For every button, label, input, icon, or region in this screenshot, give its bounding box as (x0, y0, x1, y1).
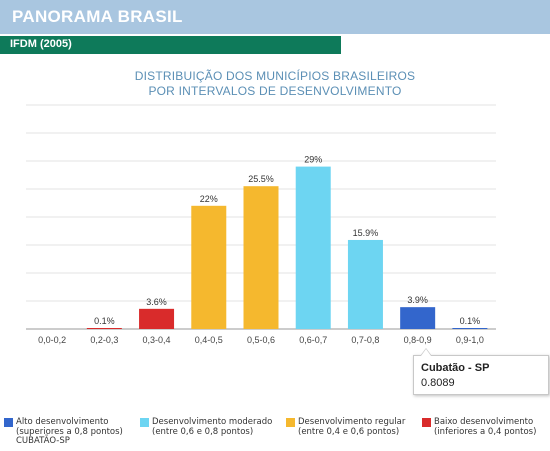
data-label: 3.9% (407, 295, 428, 305)
legend-label-regular: Desenvolvimento regular (298, 417, 406, 427)
tooltip: Cubatão - SP 0.8089 (413, 348, 549, 395)
legend-range-regular: (entre 0,4 e 0,6 pontos) (298, 427, 400, 437)
tooltip-pointer (420, 348, 432, 356)
tooltip-title: Cubatão - SP (421, 362, 490, 374)
x-tick-label: 0,7-0,8 (351, 335, 379, 345)
x-tick-label: 0,9-1,0 (456, 335, 484, 345)
legend-range-moderate: (entre 0,6 e 0,8 pontos) (152, 427, 254, 437)
legend-swatch-regular (286, 418, 295, 427)
data-label: 29% (304, 155, 322, 165)
x-tick-label: 0,8-0,9 (404, 335, 432, 345)
legend-swatch-low (422, 418, 431, 427)
bar-chart: 0,0-0,2 0.1% 0,2-0,3 3.6% 0,3-0,4 22% 0,4-0,5 2… (26, 104, 496, 345)
indicator-label: IFDM (2005) (10, 38, 72, 50)
legend-swatch-high (4, 418, 13, 427)
tooltip-value: 0.8089 (421, 377, 455, 389)
x-tick-label: 0,3-0,4 (143, 335, 171, 345)
bar-0,4-0,5[interactable] (191, 205, 227, 329)
x-tick-label: 0,2-0,3 (90, 335, 118, 345)
bar-0,5-0,6[interactable] (243, 186, 279, 329)
panel-title: PANORAMA BRASIL (12, 7, 183, 26)
x-tick-label: 0,6-0,7 (299, 335, 327, 345)
x-tick-label: 0,4-0,5 (195, 335, 223, 345)
bar-0,8-0,9[interactable] (400, 307, 436, 329)
bar-0,7-0,8[interactable] (347, 239, 383, 329)
chart-title-line-2: POR INTERVALOS DE DESENVOLVIMENTO (148, 84, 402, 98)
data-label: 15.9% (353, 228, 379, 238)
panel-header: PANORAMA BRASIL (0, 0, 550, 34)
x-tick-label: 0,5-0,6 (247, 335, 275, 345)
selected-municipality-label: CUBATÃO-SP (16, 436, 70, 446)
bar-0,3-0,4[interactable] (139, 308, 175, 329)
bar-0,9-1,0[interactable] (452, 328, 488, 329)
data-label: 0.1% (94, 316, 115, 326)
data-label: 22% (200, 194, 218, 204)
data-label: 0.1% (460, 316, 481, 326)
legend: Alto desenvolvimento (superiores a 0,8 p… (4, 417, 550, 449)
legend-range-low: (inferiores a 0,4 pontos) (434, 427, 537, 437)
data-label: 3.6% (146, 297, 167, 307)
legend-label-high: Alto desenvolvimento (16, 417, 109, 427)
legend-label-moderate: Desenvolvimento moderado (152, 417, 273, 427)
bar-0,6-0,7[interactable] (295, 166, 331, 329)
indicator-tab[interactable]: IFDM (2005) (0, 36, 341, 54)
legend-swatch-moderate (140, 418, 149, 427)
chart-title: DISTRIBUIÇÃO DOS MUNICÍPIOS BRASILEIROS … (0, 69, 550, 99)
legend-range-high: (superiores a 0,8 pontos) (16, 427, 123, 437)
x-tick-label: 0,0-0,2 (38, 335, 66, 345)
chart-title-line-1: DISTRIBUIÇÃO DOS MUNICÍPIOS BRASILEIROS (134, 69, 416, 83)
bar-0,2-0,3[interactable] (86, 328, 122, 329)
data-label: 25.5% (248, 174, 274, 184)
legend-label-low: Baixo desenvolvimento (434, 417, 534, 427)
